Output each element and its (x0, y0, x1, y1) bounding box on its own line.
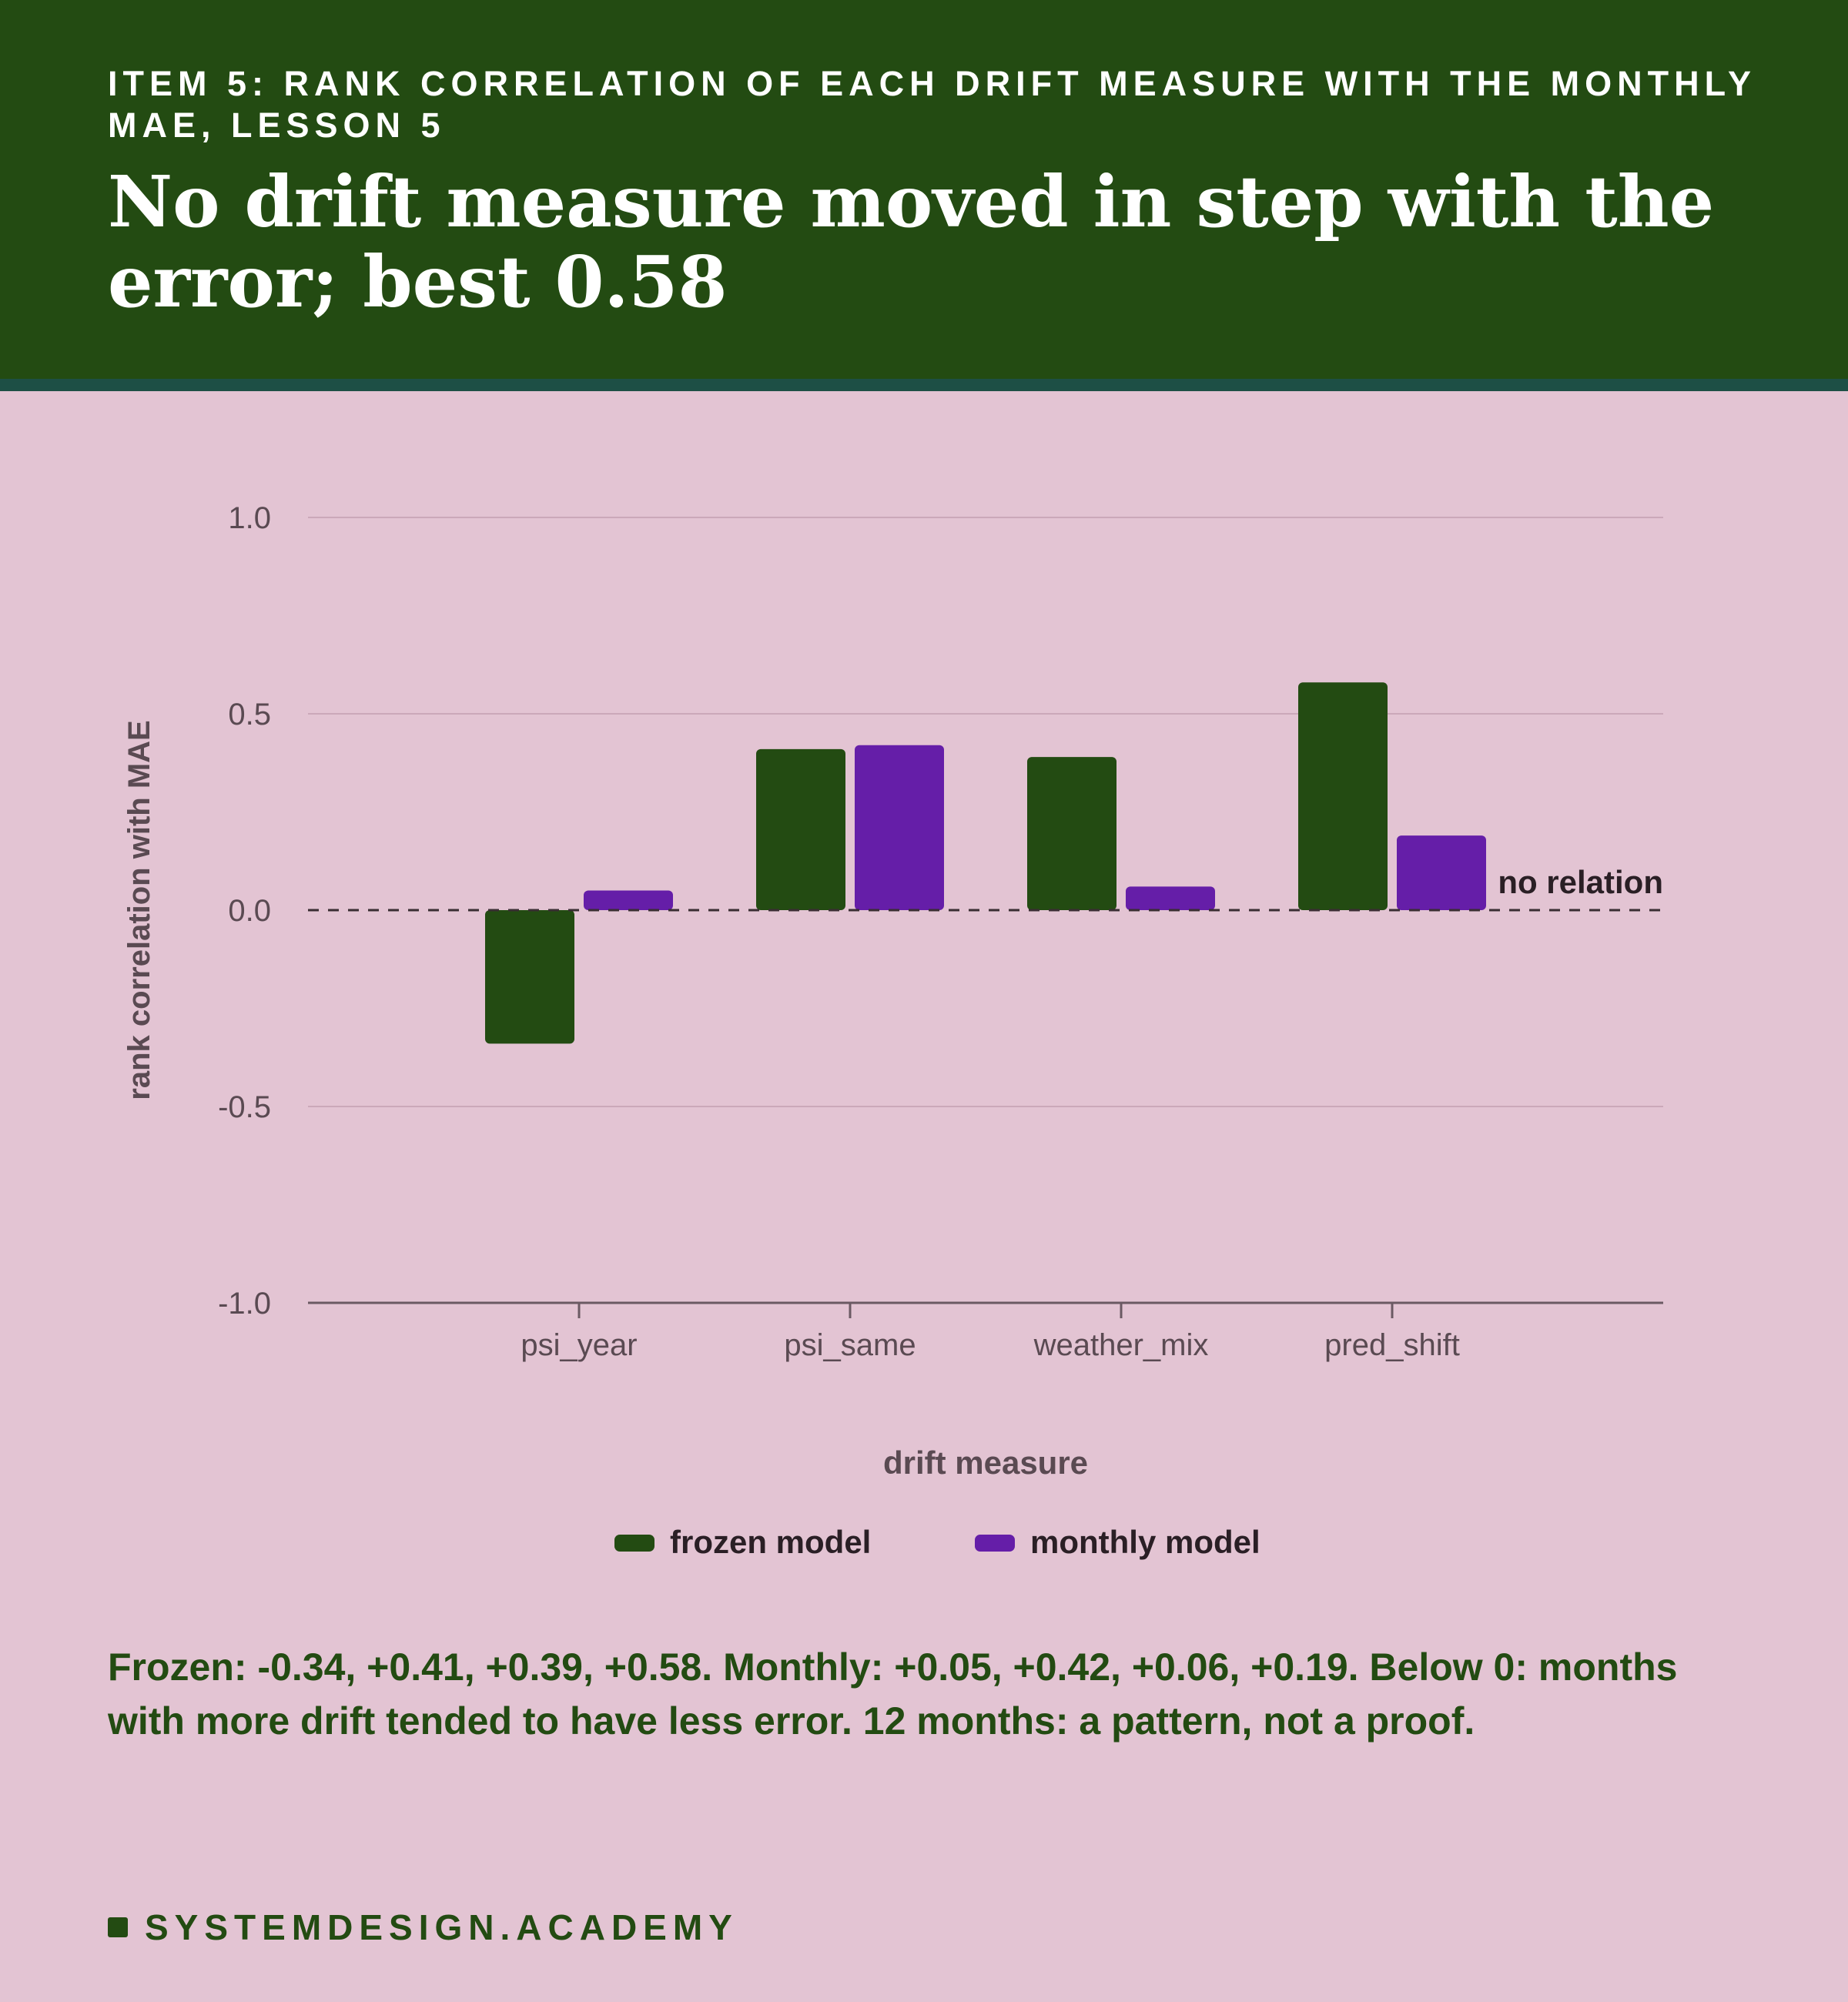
bar-chart-svg: 1.0 0.5 0.0 -0.5 -1.0 psi_year psi_same weather… (122, 501, 1663, 1560)
chart-kicker: ITEM 5: RANK CORRELATION OF EACH DRIFT M… (108, 64, 1756, 145)
brand-name: SYSTEMDESIGN.ACADEMY (145, 1907, 738, 1947)
bar-monthly-pred_shift (1397, 835, 1486, 910)
bar-chart: 1.0 0.5 0.0 -0.5 -1.0 psi_year psi_same weather… (0, 391, 1848, 1623)
legend-label-monthly: monthly model (1030, 1524, 1260, 1560)
header-banner: ITEM 5: RANK CORRELATION OF EACH DRIFT M… (0, 0, 1848, 391)
bar-frozen-pred_shift (1298, 682, 1388, 910)
bar-frozen-psi_year (485, 910, 574, 1044)
brand-footer[interactable]: SYSTEMDESIGN.ACADEMY (108, 1907, 738, 1948)
reference-line-label: no relation (1498, 864, 1663, 900)
chart-caption: Frozen: -0.34, +0.41, +0.39, +0.58. Mont… (108, 1645, 1678, 1743)
y-axis-label: rank correlation with MAE (122, 720, 156, 1100)
bar-frozen-psi_same (756, 748, 845, 910)
legend-label-frozen: frozen model (670, 1524, 871, 1560)
bar-frozen-weather_mix (1027, 757, 1116, 910)
y-tick-label: -1.0 (218, 1287, 271, 1321)
bar-monthly-weather_mix (1126, 886, 1215, 910)
bar-monthly-psi_year (584, 890, 673, 910)
y-tick-label: 1.0 (228, 501, 271, 535)
x-tick-label: psi_same (784, 1328, 916, 1362)
y-tick-label: -0.5 (218, 1090, 271, 1124)
legend-swatch-monthly (975, 1535, 1015, 1552)
legend-swatch-frozen (614, 1535, 654, 1552)
brand-square-icon (108, 1917, 128, 1937)
x-tick-label: weather_mix (1033, 1328, 1209, 1362)
x-tick-label: psi_year (521, 1328, 637, 1362)
x-axis-label: drift measure (883, 1445, 1088, 1481)
y-tick-label: 0.0 (228, 894, 271, 928)
x-tick-label: pred_shift (1324, 1328, 1460, 1362)
bar-monthly-psi_same (855, 745, 944, 910)
chart-headline: No drift measure moved in step with the … (108, 160, 1715, 323)
y-tick-label: 0.5 (228, 698, 271, 732)
